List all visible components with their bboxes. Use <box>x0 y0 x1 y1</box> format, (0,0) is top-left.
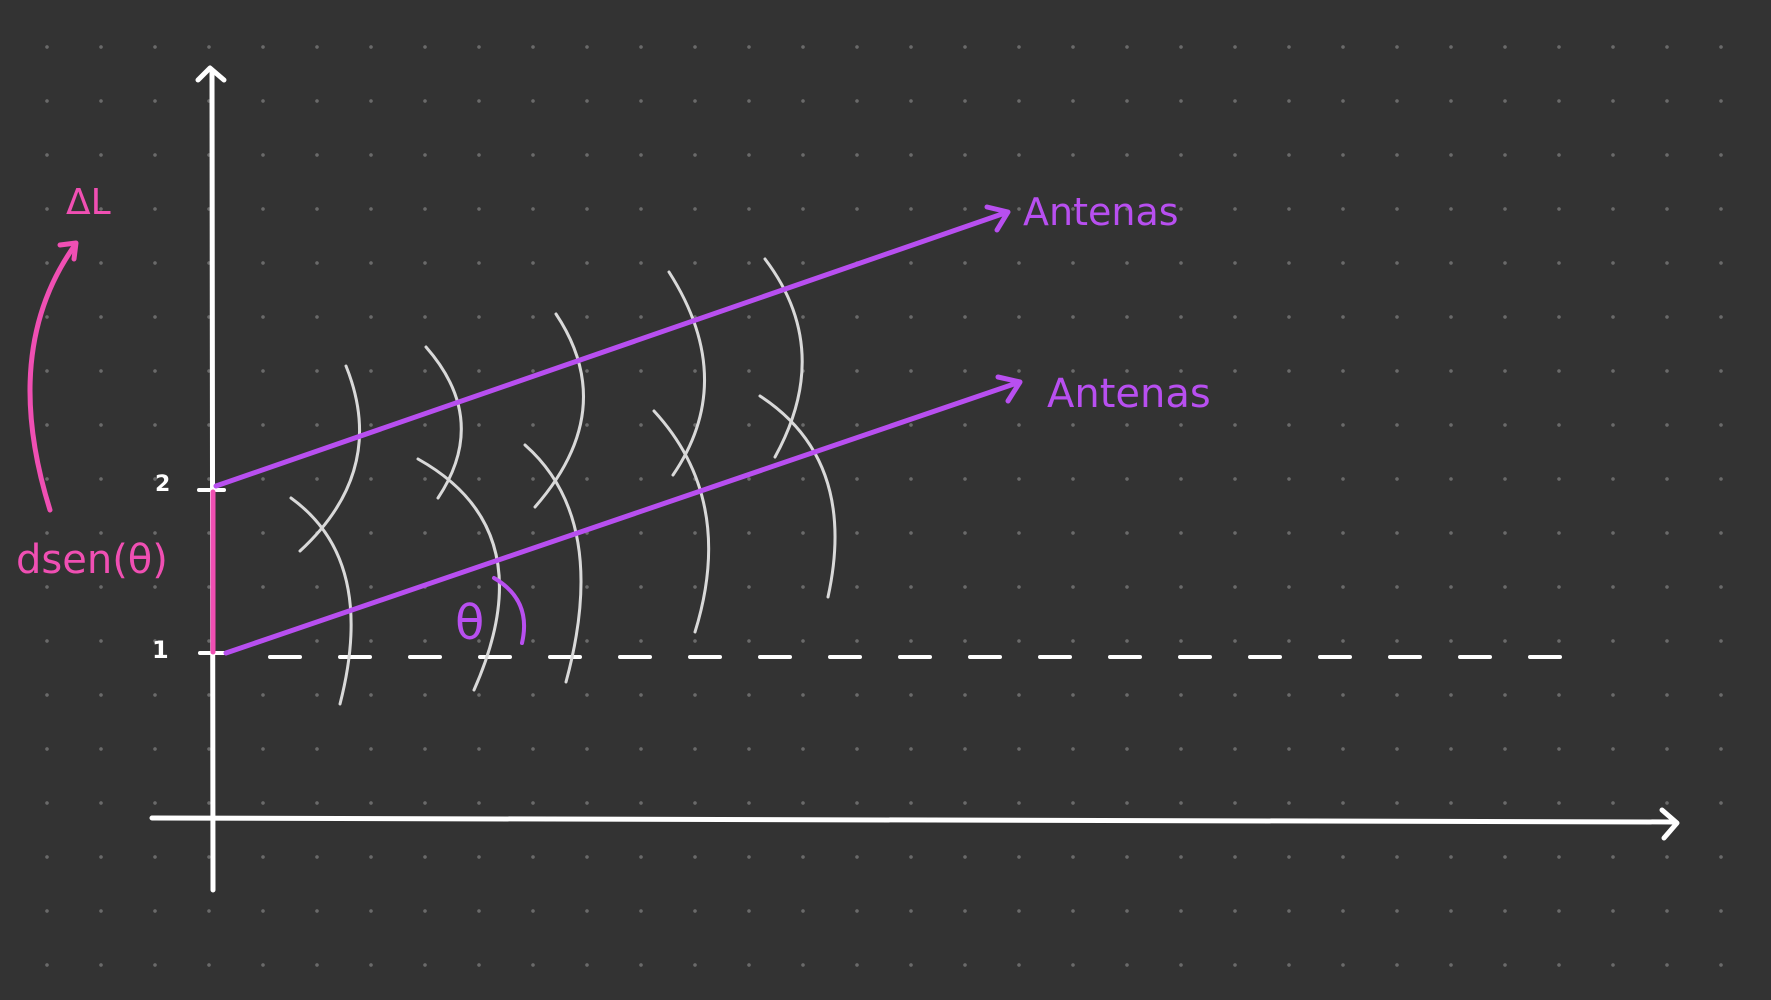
curved-arrow-head <box>57 240 79 262</box>
wave-arc <box>667 270 706 477</box>
wave-arc <box>416 457 501 692</box>
wave-arc <box>298 364 362 553</box>
path-difference-label: dsen(θ) <box>16 537 168 583</box>
tick-label-1: 1 <box>152 636 169 664</box>
theta-angle-arc <box>492 576 527 645</box>
wave-arc <box>763 257 804 459</box>
antenna-ray-upper <box>213 210 1008 489</box>
antenna-label-lower: Antenas <box>1047 371 1211 417</box>
wave-arc <box>652 409 711 634</box>
wave-arc <box>289 496 353 706</box>
x-axis <box>149 815 1678 825</box>
y-axis-arrowhead <box>195 65 227 83</box>
antenna-ray-lower-arrowhead <box>995 374 1023 404</box>
antenna-rays <box>213 204 1023 656</box>
delta-l-label: ΔL <box>66 182 111 223</box>
antenna-label-upper: Antenas <box>1023 190 1179 234</box>
y-axis <box>209 69 216 893</box>
wave-arc <box>523 443 583 684</box>
wave-arc <box>533 312 585 509</box>
x-axis-arrowhead <box>1659 807 1680 841</box>
tick-label-2: 2 <box>155 472 170 497</box>
axes <box>149 65 1680 893</box>
wavefronts <box>289 257 837 706</box>
antenna-ray-upper-arrowhead <box>984 204 1011 233</box>
wave-arc <box>758 394 837 599</box>
theta-label: θ <box>455 595 484 651</box>
curved-arrow <box>27 242 78 513</box>
antenna-ray-lower <box>223 380 1020 656</box>
